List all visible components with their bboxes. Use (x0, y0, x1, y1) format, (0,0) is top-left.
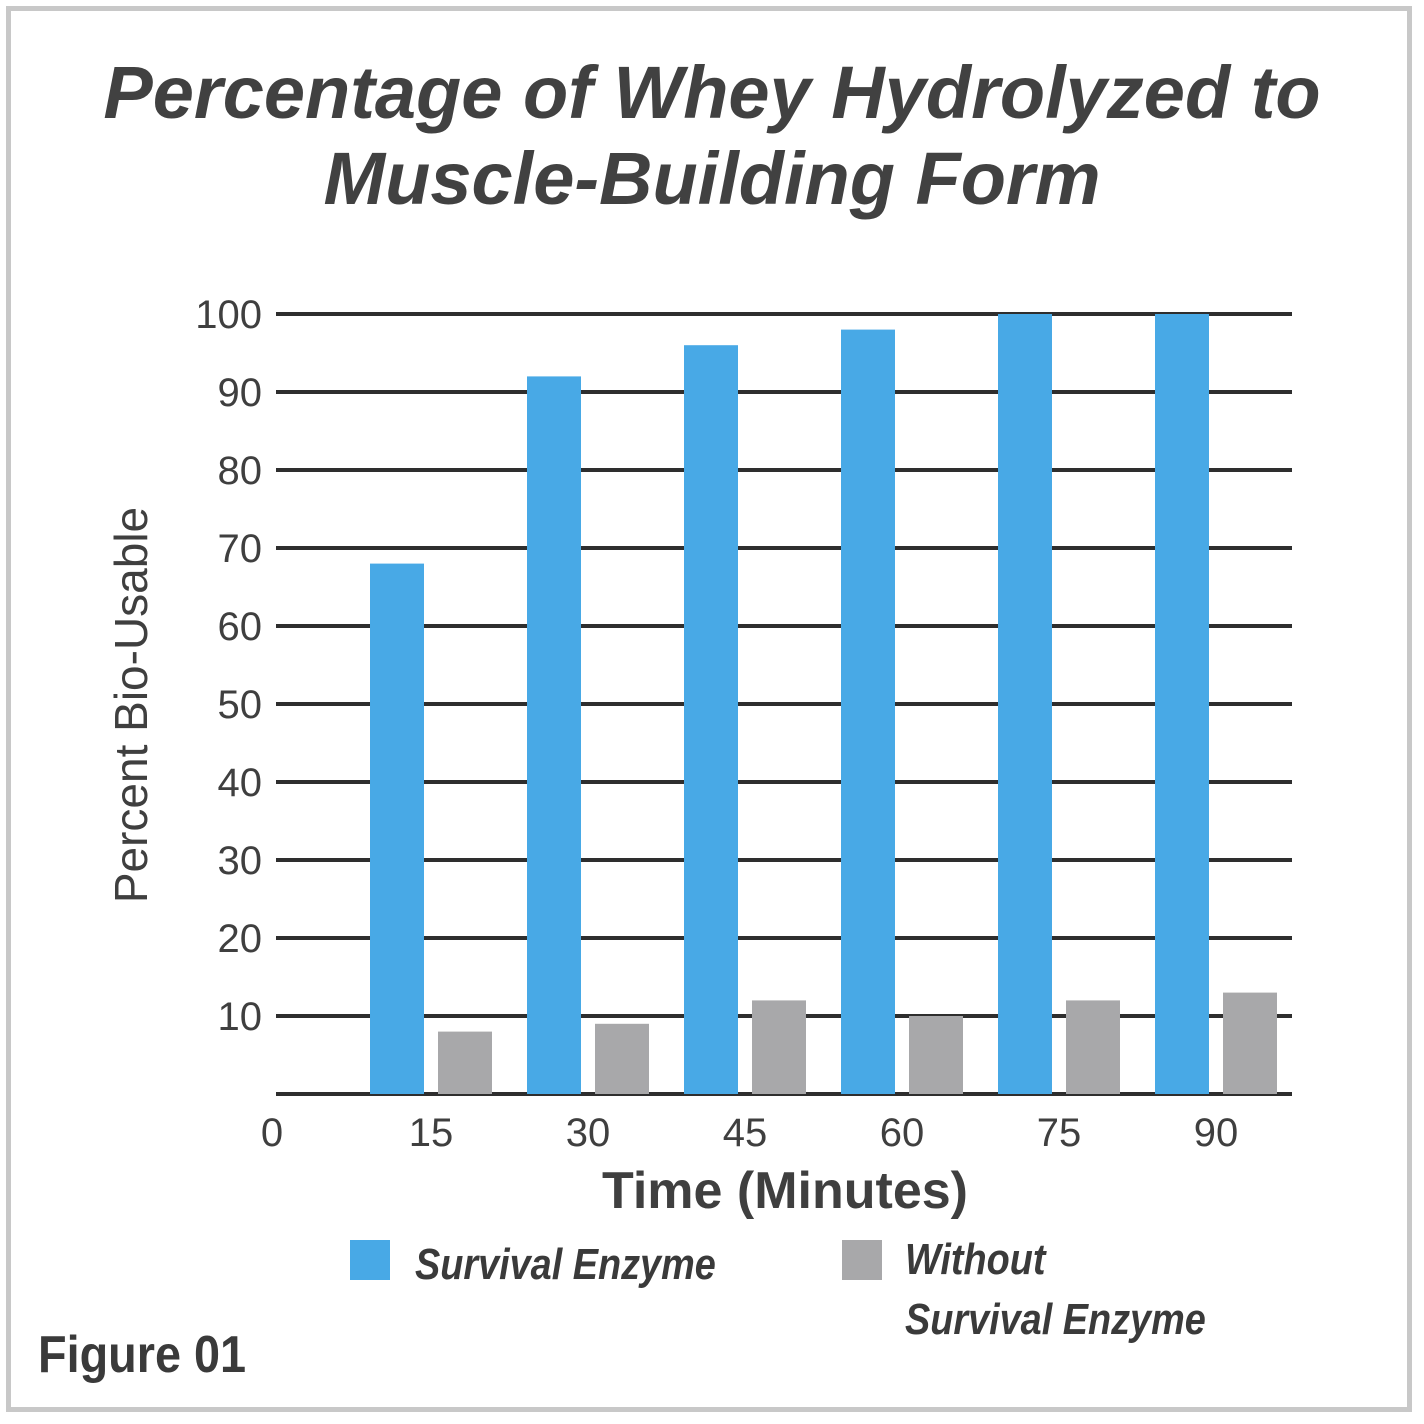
x-tick-label-60: 60 (880, 1111, 925, 1155)
bar-without-45 (752, 1000, 806, 1094)
bar-survival-30 (527, 376, 581, 1094)
bar-without-30 (595, 1023, 649, 1094)
bars (370, 314, 1277, 1095)
legend-label-without-line-2: Survival Enzyme (905, 1295, 1206, 1344)
y-tick-label-60: 60 (218, 605, 263, 649)
x-tick-label-75: 75 (1037, 1111, 1082, 1155)
legend-swatch-without (842, 1240, 882, 1280)
legend-swatch-survival (350, 1240, 390, 1280)
y-axis-label: Percent Bio-Usable (105, 507, 157, 903)
x-tick-label-30: 30 (566, 1111, 611, 1155)
bar-survival-75 (998, 314, 1052, 1094)
y-tick-label-30: 30 (218, 839, 263, 883)
x-axis-ticks: 15 30 45 60 75 90 0 (261, 1111, 1238, 1155)
bar-without-15 (438, 1031, 492, 1094)
y-tick-label-10: 10 (218, 995, 263, 1039)
x-axis-label: Time (Minutes) (602, 1162, 968, 1220)
bar-survival-60 (841, 329, 895, 1095)
x-tick-label-90: 90 (1194, 1111, 1239, 1155)
y-tick-label-40: 40 (218, 761, 263, 805)
y-tick-label-80: 80 (218, 449, 263, 493)
figure-label: Figure 01 (38, 1326, 247, 1384)
bar-survival-45 (684, 345, 738, 1094)
bar-without-75 (1066, 1000, 1120, 1094)
chart-title-line-2: Muscle-Building Form (323, 137, 1101, 220)
chart-title: Percentage of Whey Hydrolyzed to Muscle-… (0, 50, 1424, 222)
y-axis-ticks: 10 20 30 40 50 60 70 80 90 100 (195, 293, 262, 1039)
legend-label-without-line-1: Without (905, 1235, 1046, 1284)
bar-survival-90 (1155, 314, 1209, 1094)
bar-without-90 (1223, 992, 1277, 1094)
chart-title-line-1: Percentage of Whey Hydrolyzed to (103, 51, 1321, 134)
y-tick-label-70: 70 (218, 527, 263, 571)
x-tick-label-15: 15 (409, 1111, 454, 1155)
y-tick-label-100: 100 (195, 293, 262, 337)
x-tick-label-45: 45 (723, 1111, 768, 1155)
legend-label-survival: Survival Enzyme (415, 1240, 716, 1289)
x-tick-label-0: 0 (261, 1111, 283, 1155)
gridlines (276, 312, 1292, 1096)
y-tick-label-50: 50 (218, 683, 263, 727)
bar-survival-15 (370, 563, 424, 1094)
y-tick-label-90: 90 (218, 371, 263, 415)
y-tick-label-20: 20 (218, 917, 263, 961)
bar-without-60 (909, 1016, 963, 1094)
